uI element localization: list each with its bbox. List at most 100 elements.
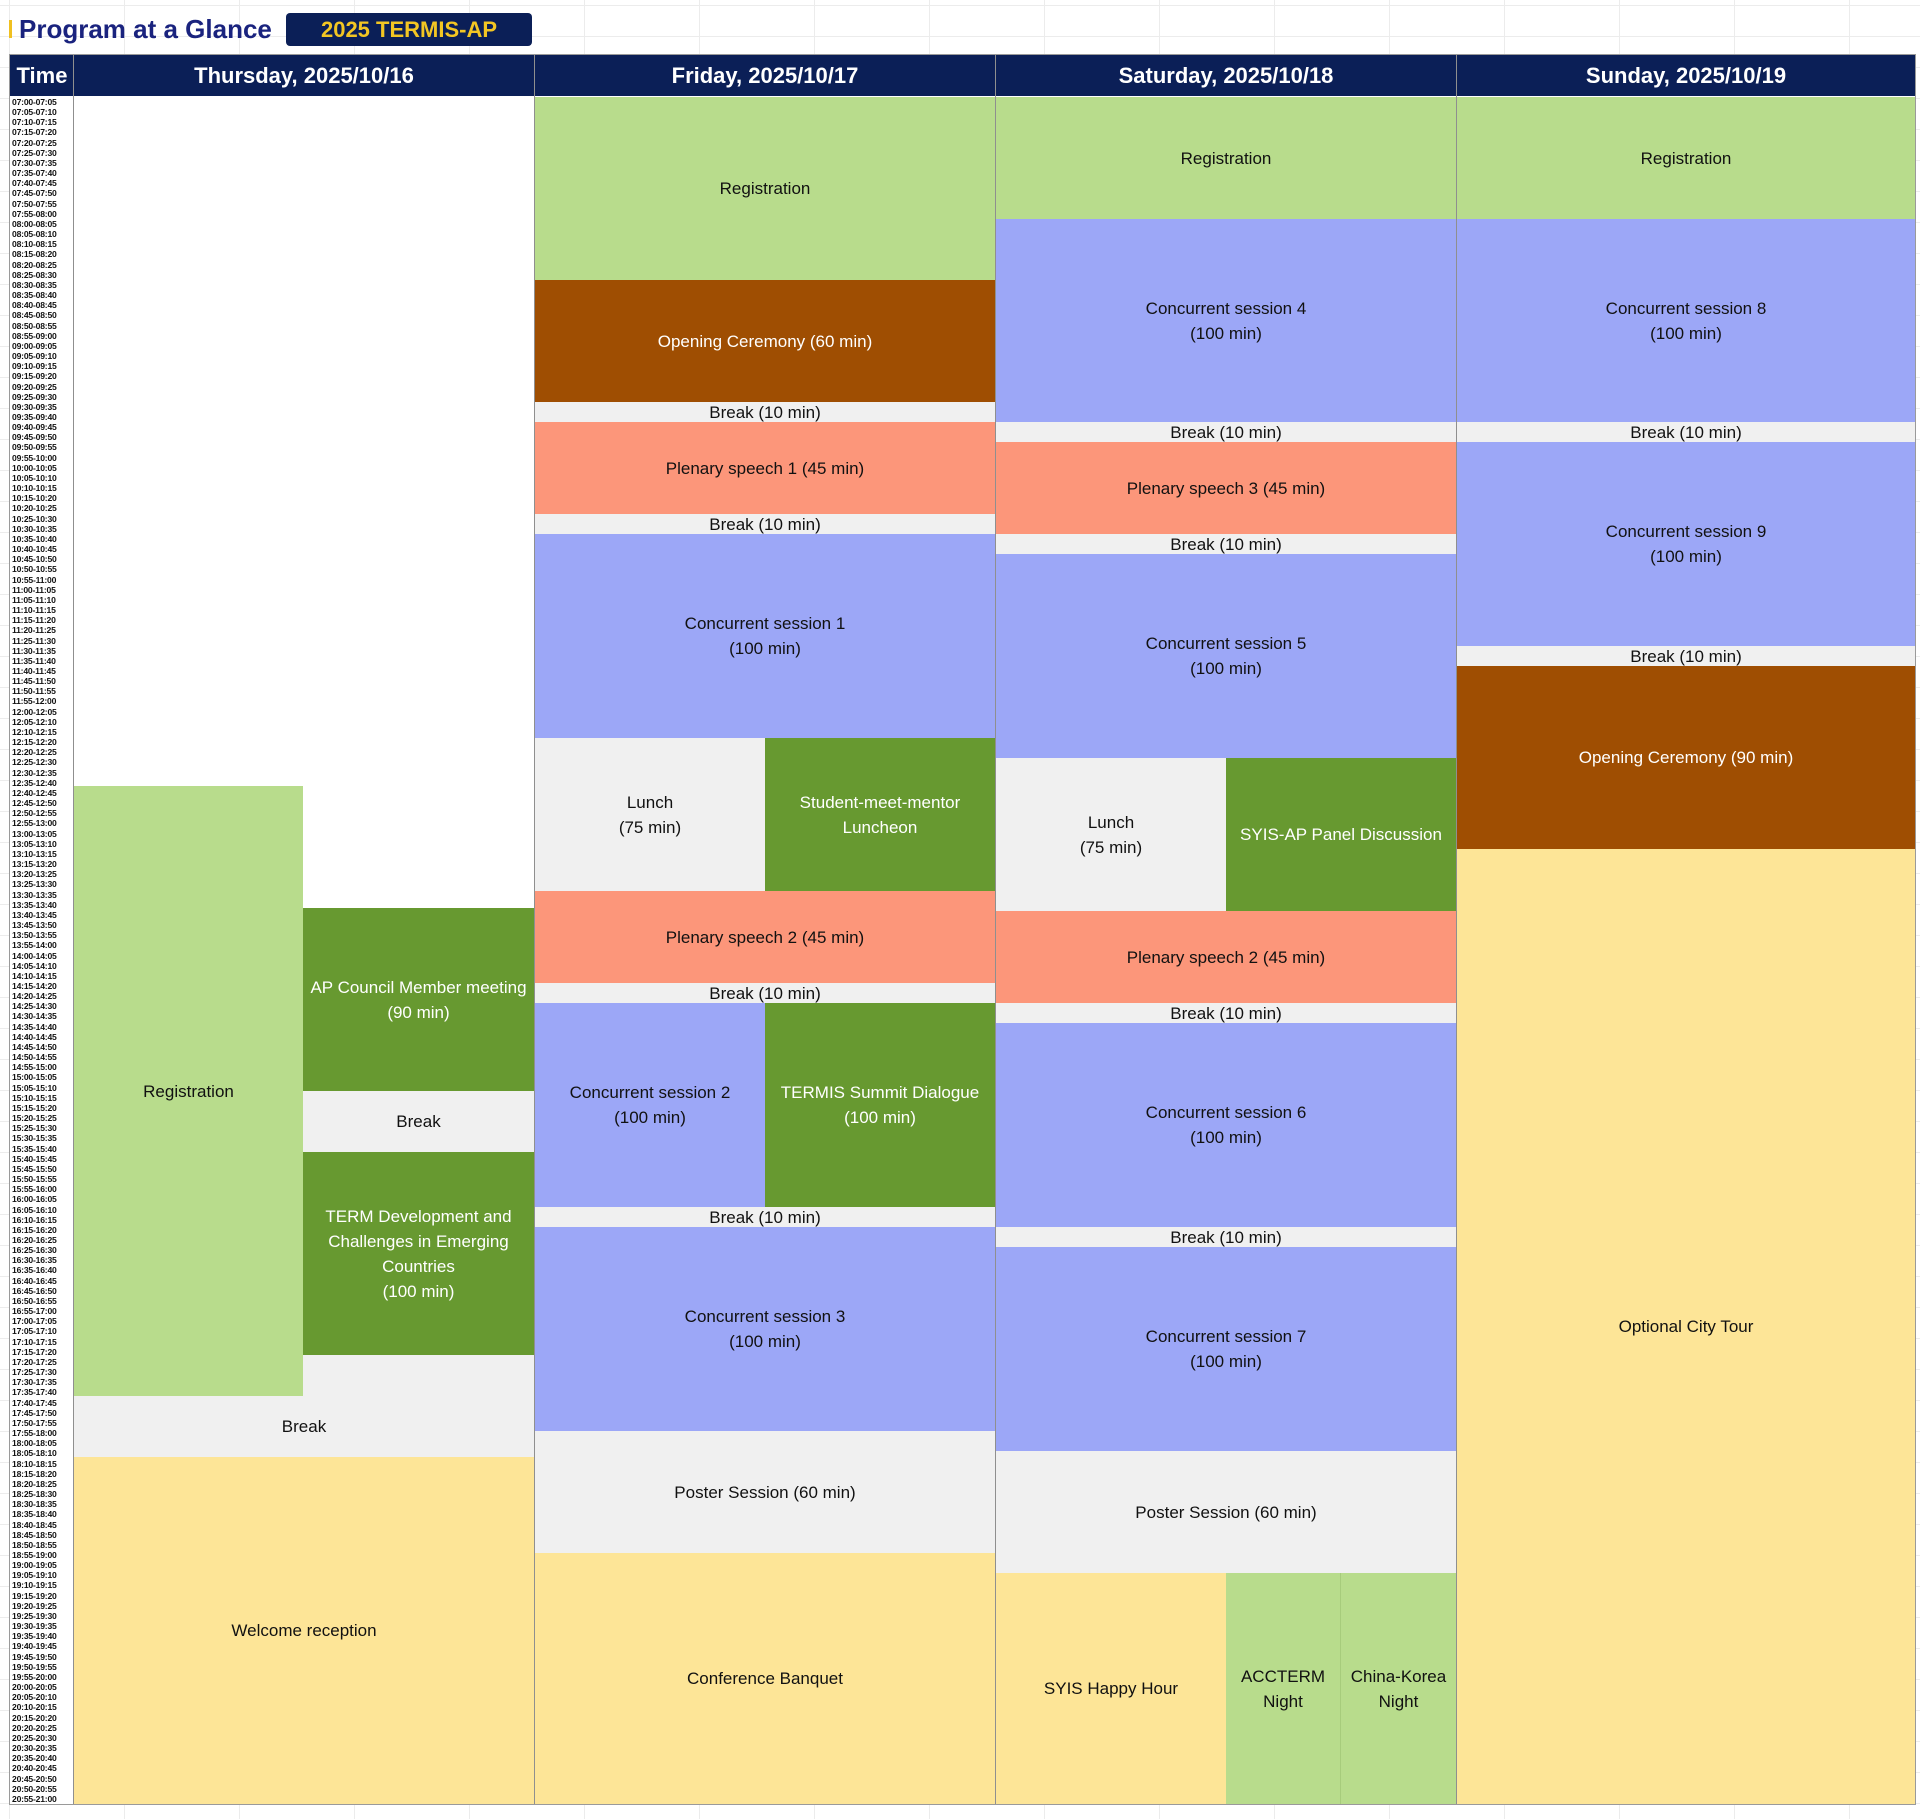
time-slot-label: 07:05-07:10 <box>12 107 57 118</box>
time-slot-label: 15:00-15:05 <box>12 1072 57 1083</box>
time-slot-label: 18:20-18:25 <box>12 1478 57 1489</box>
time-slot-label: 16:05-16:10 <box>12 1204 57 1215</box>
time-slot-label: 10:50-10:55 <box>12 564 57 575</box>
time-slot-label: 20:55-21:00 <box>12 1793 57 1804</box>
sun-registration: Registration <box>1457 97 1915 219</box>
time-slot-label: 09:25-09:30 <box>12 391 57 402</box>
fri-break-2: Break (10 min) <box>535 514 995 534</box>
time-slot-label: 07:35-07:40 <box>12 168 57 179</box>
time-slot-label: 19:45-19:50 <box>12 1651 57 1662</box>
time-slot-label: 08:35-08:40 <box>12 290 57 301</box>
time-slot-label: 15:05-15:10 <box>12 1082 57 1093</box>
time-slot-label: 08:15-08:20 <box>12 249 57 260</box>
time-slot-label: 11:00-11:05 <box>12 584 56 595</box>
day-header-saturday: Saturday, 2025/10/18 <box>1118 63 1334 88</box>
time-slot-label: 16:35-16:40 <box>12 1265 57 1276</box>
time-slot-label: 11:55-12:00 <box>12 696 57 707</box>
time-slot-label: 16:20-16:25 <box>12 1235 57 1245</box>
column-separator <box>534 55 535 1804</box>
time-slot-label: 17:35-17:40 <box>12 1387 57 1398</box>
sun-concurrent-session-9: Concurrent session 9 (100 min) <box>1457 442 1915 646</box>
time-slot-label: 19:55-20:00 <box>12 1671 57 1682</box>
schedule-table: Time Thursday, 2025/10/16 Friday, 2025/1… <box>9 54 1916 1805</box>
time-slot-label: 07:15-07:20 <box>12 127 57 138</box>
time-slot-label: 19:35-19:40 <box>12 1631 57 1642</box>
time-slot-label: 15:35-15:40 <box>12 1143 57 1154</box>
time-slot-label: 19:15-19:20 <box>12 1590 57 1601</box>
time-slot-label: 13:50-13:55 <box>12 930 57 941</box>
time-slot-label: 10:25-10:30 <box>12 513 57 524</box>
day-header-sunday: Sunday, 2025/10/19 <box>1585 63 1787 88</box>
sat-break-3: Break (10 min) <box>996 1003 1456 1023</box>
time-slot-label: 19:25-19:30 <box>12 1610 57 1621</box>
time-slot-label: 15:30-15:35 <box>12 1133 57 1144</box>
time-slot-label: 09:55-10:00 <box>12 452 57 463</box>
time-slot-label: 14:50-14:55 <box>12 1052 57 1063</box>
time-slot-label: 07:45-07:50 <box>12 188 57 199</box>
time-slot-label: 14:45-14:50 <box>12 1041 57 1052</box>
time-slot-label: 09:35-09:40 <box>12 411 57 422</box>
time-slot-label: 10:05-10:10 <box>12 472 57 483</box>
time-slot-label: 15:10-15:15 <box>12 1092 57 1103</box>
fri-lunch: Lunch (75 min) <box>535 738 765 891</box>
time-slot-label: 14:35-14:40 <box>12 1021 57 1032</box>
sat-concurrent-session-7: Concurrent session 7 (100 min) <box>996 1247 1456 1451</box>
time-slot-label: 17:30-17:35 <box>12 1377 57 1388</box>
time-slot-label: 07:55-08:00 <box>12 208 57 219</box>
time-slot-label: 12:25-12:30 <box>12 757 57 768</box>
time-slot-label: 13:55-14:00 <box>12 940 57 951</box>
fri-break-3: Break (10 min) <box>535 983 995 1003</box>
time-slot-label: 15:20-15:25 <box>12 1113 57 1124</box>
fri-break-1: Break (10 min) <box>535 402 995 422</box>
time-slot-label: 15:50-15:55 <box>12 1174 57 1185</box>
time-slot-label: 13:35-13:40 <box>12 899 57 910</box>
column-separator <box>1456 55 1457 1804</box>
time-slot-label: 09:15-09:20 <box>12 371 57 382</box>
thu-break: Break <box>303 1091 534 1152</box>
time-slot-label: 14:15-14:20 <box>12 980 57 991</box>
time-slot-label: 14:40-14:45 <box>12 1031 57 1042</box>
thu-break-evening: Break <box>74 1396 534 1457</box>
fri-break-4: Break (10 min) <box>535 1207 995 1227</box>
time-slot-label: 14:30-14:35 <box>12 1011 57 1022</box>
time-slot-label: 09:30-09:35 <box>12 401 57 412</box>
time-slot-label: 09:00-09:05 <box>12 340 57 351</box>
time-slot-label: 14:10-14:15 <box>12 970 57 981</box>
time-slot-label: 18:40-18:45 <box>12 1519 57 1530</box>
time-slot-label: 20:25-20:30 <box>12 1732 57 1743</box>
time-slot-label: 11:20-11:25 <box>12 625 56 636</box>
time-slot-label: 10:45-10:50 <box>12 554 57 565</box>
sat-break-1: Break (10 min) <box>996 422 1456 442</box>
time-slot-label: 09:40-09:45 <box>12 422 57 433</box>
time-slot-label: 13:45-13:50 <box>12 920 57 931</box>
time-slot-label: 08:20-08:25 <box>12 259 57 270</box>
time-slot-label: 17:15-17:20 <box>12 1346 57 1357</box>
time-slot-label: 11:30-11:35 <box>12 645 56 656</box>
sat-accterm-night: ACCTERM Night <box>1226 1573 1341 1804</box>
sat-concurrent-session-4: Concurrent session 4 (100 min) <box>996 219 1456 422</box>
time-slot-label: 20:10-20:15 <box>12 1702 57 1713</box>
time-slot-label: 12:40-12:45 <box>12 787 57 798</box>
fri-opening-ceremony: Opening Ceremony (60 min) <box>535 280 995 402</box>
time-slot-label: 08:55-09:00 <box>12 330 57 341</box>
time-slot-label: 15:55-16:00 <box>12 1184 57 1195</box>
time-slot-label: 19:10-19:15 <box>12 1580 57 1591</box>
time-slot-label: 19:50-19:55 <box>12 1661 57 1672</box>
thu-registration: Registration <box>74 786 303 1396</box>
time-slot-label: 18:15-18:20 <box>12 1468 57 1479</box>
time-slot-label: 13:00-13:05 <box>12 828 57 839</box>
time-slot-label: 16:40-16:45 <box>12 1275 57 1286</box>
fri-concurrent-session-2: Concurrent session 2 (100 min) <box>535 1003 765 1207</box>
time-slot-label: 19:40-19:45 <box>12 1641 57 1652</box>
time-slot-label: 11:45-11:50 <box>12 676 56 687</box>
time-slot-label: 15:15-15:20 <box>12 1102 57 1113</box>
day-header-friday: Friday, 2025/10/17 <box>671 63 859 88</box>
sat-registration: Registration <box>996 97 1456 219</box>
sun-opening-ceremony: Opening Ceremony (90 min) <box>1457 666 1915 849</box>
sun-break-1: Break (10 min) <box>1457 422 1915 442</box>
fri-poster-session: Poster Session (60 min) <box>535 1431 995 1553</box>
time-slot-label: 20:50-20:55 <box>12 1783 57 1794</box>
sun-concurrent-session-8: Concurrent session 8 (100 min) <box>1457 219 1915 422</box>
fri-concurrent-session-1: Concurrent session 1 (100 min) <box>535 534 995 738</box>
time-slot-label: 14:25-14:30 <box>12 1001 57 1012</box>
